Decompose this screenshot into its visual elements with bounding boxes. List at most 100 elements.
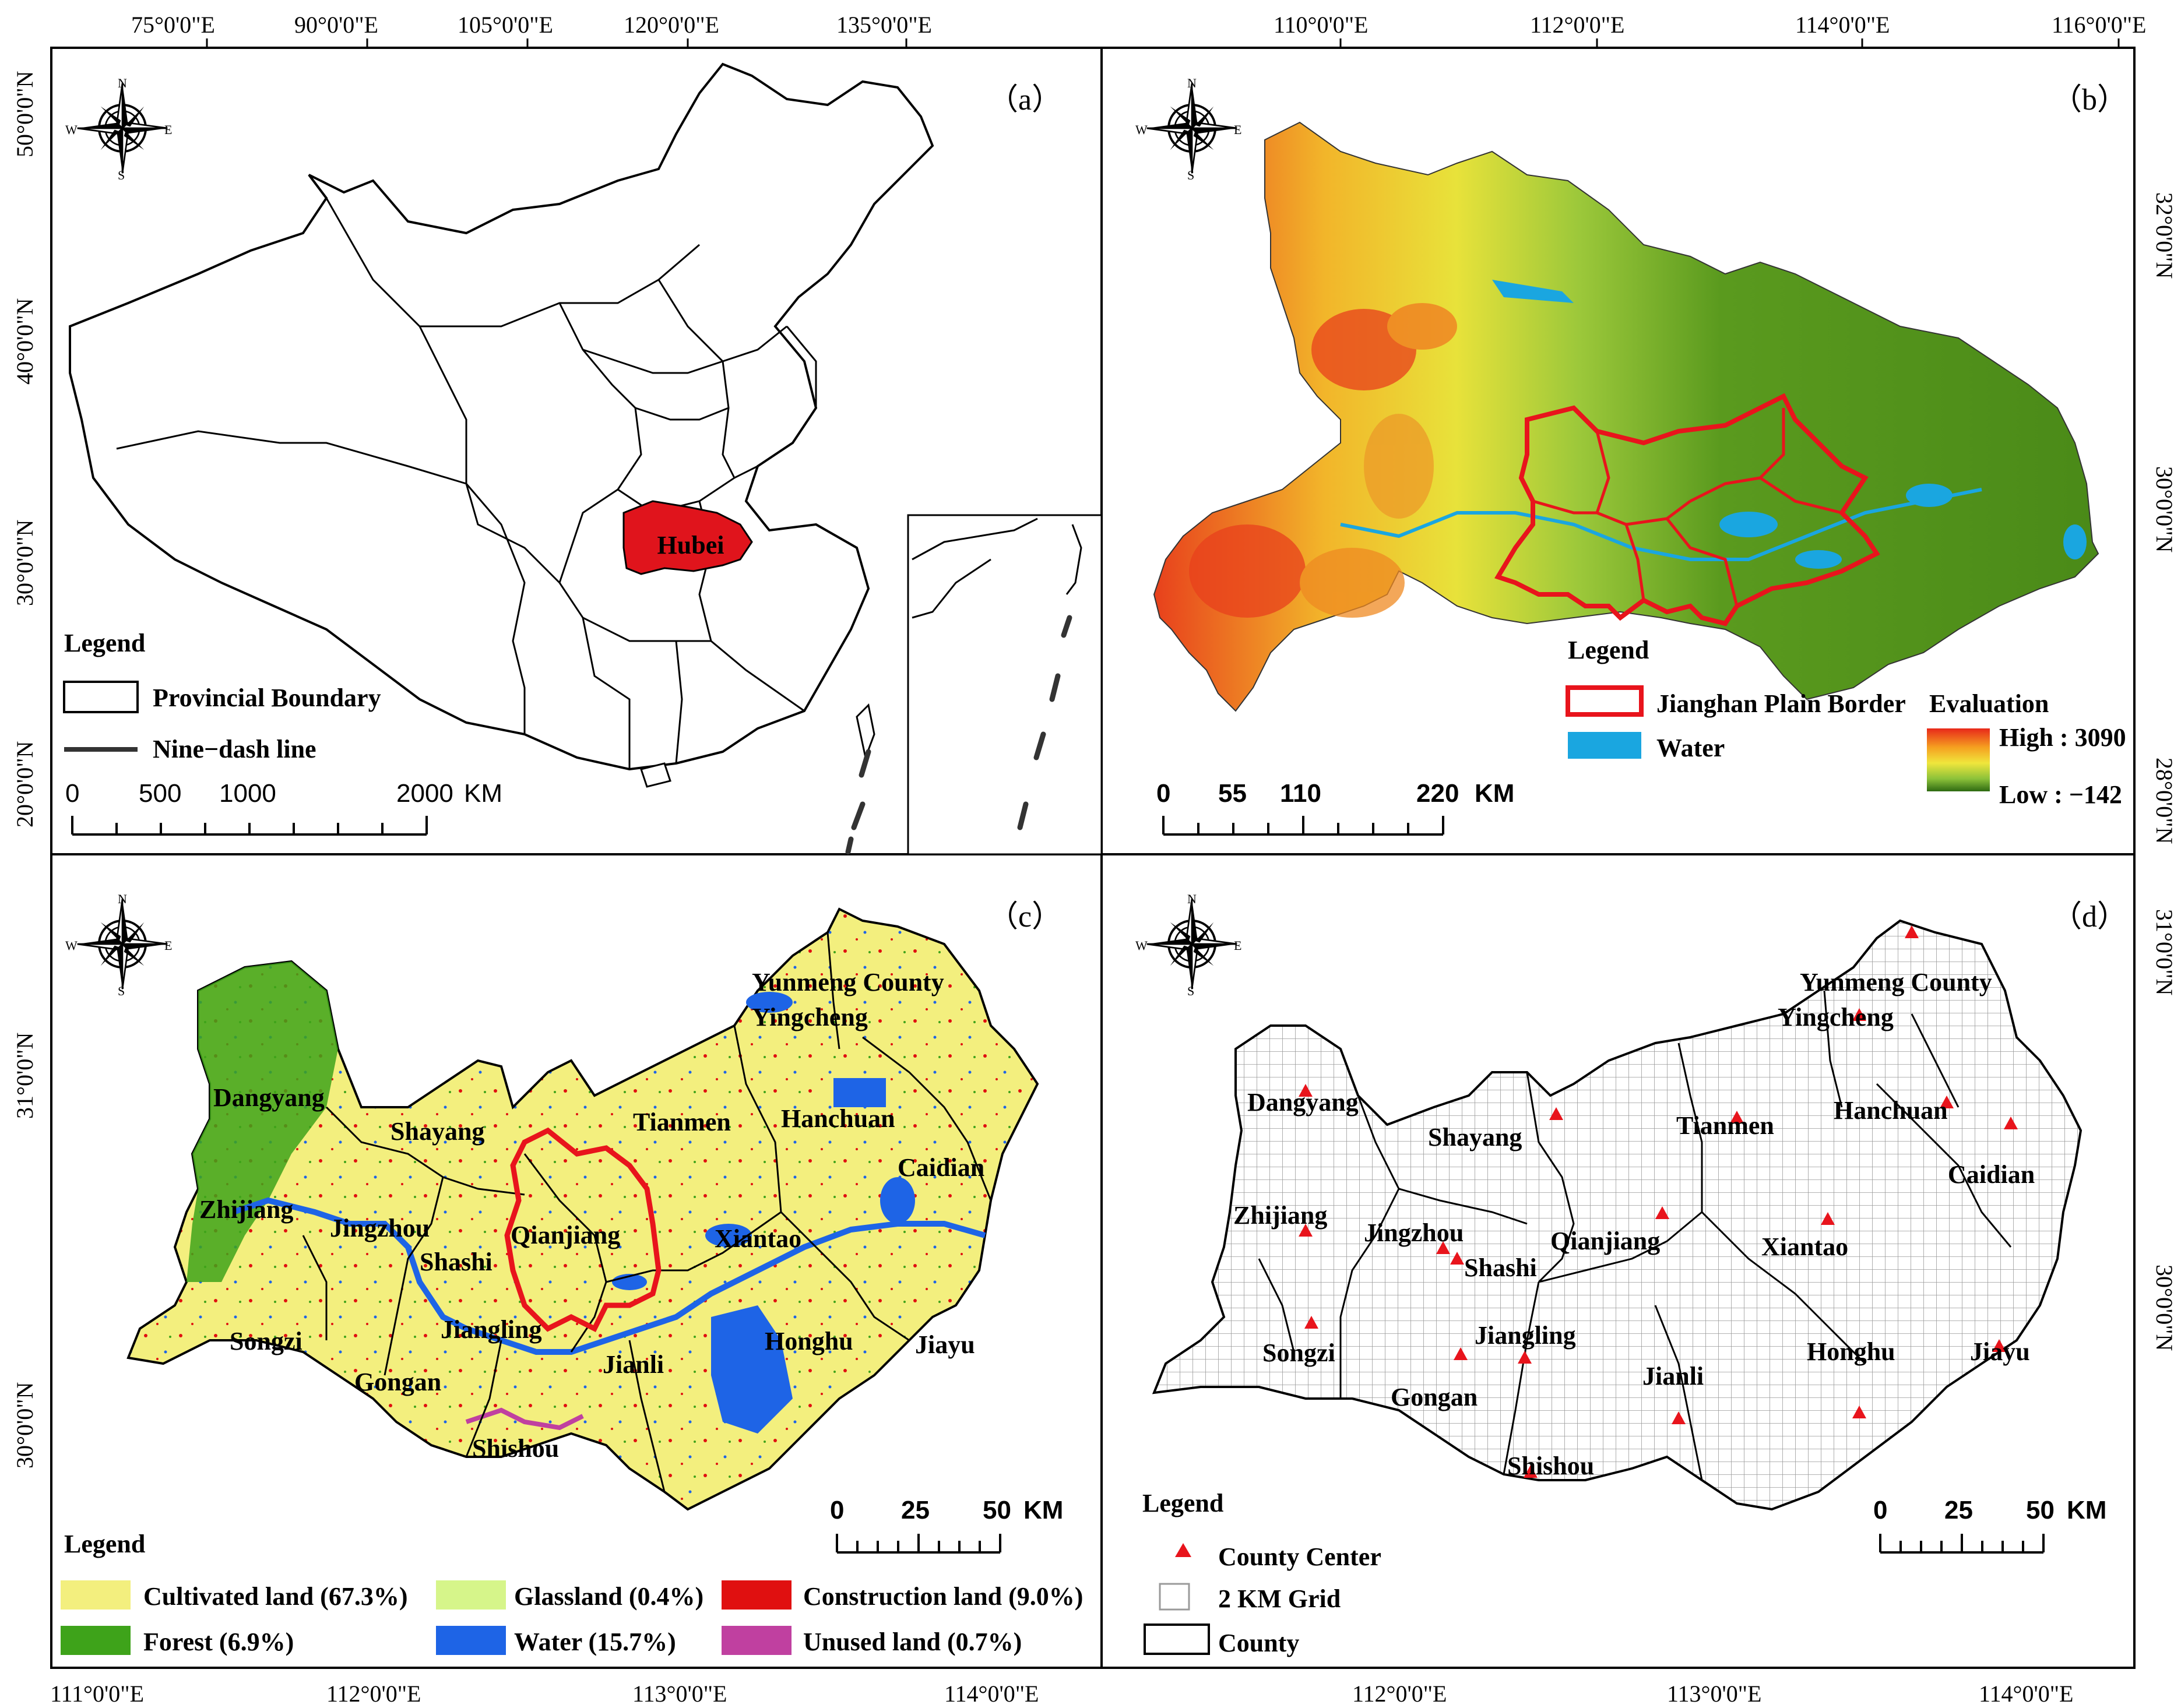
lon-tick: 90°0'0"E xyxy=(294,12,378,38)
svg-text:W: W xyxy=(1135,122,1148,137)
svg-text:2000: 2000 xyxy=(396,779,453,808)
svg-text:55: 55 xyxy=(1218,779,1247,808)
svg-text:Zhijiang: Zhijiang xyxy=(199,1195,293,1224)
svg-text:Zhijiang: Zhijiang xyxy=(1233,1201,1327,1230)
forest-swatch xyxy=(61,1626,131,1655)
svg-text:32°0'0"N: 32°0'0"N xyxy=(2151,192,2178,279)
svg-text:111°0'0"E: 111°0'0"E xyxy=(50,1681,144,1707)
svg-text:Tianmen: Tianmen xyxy=(633,1108,731,1136)
svg-text:Shishou: Shishou xyxy=(472,1434,559,1463)
svg-text:Yingcheng: Yingcheng xyxy=(1778,1003,1894,1031)
svg-text:Low : −142: Low : −142 xyxy=(1999,780,2122,809)
svg-text:Unused land (0.7%): Unused land (0.7%) xyxy=(803,1628,1022,1656)
legend-item: Nine−dash line xyxy=(153,735,316,763)
scale-bar-c: 0 25 50 KM xyxy=(830,1496,1063,1554)
county-boundaries-d xyxy=(1258,990,2012,1481)
svg-text:500: 500 xyxy=(139,779,181,808)
county-labels-d: Yunmeng County Yingcheng Dangyang Tianme… xyxy=(1233,968,2035,1480)
svg-text:Shishou: Shishou xyxy=(1507,1452,1594,1480)
legend-item: Provincial Boundary xyxy=(153,684,381,712)
svg-text:S: S xyxy=(118,168,125,182)
legend-title: Legend xyxy=(64,1530,145,1558)
svg-text:Jingzhou: Jingzhou xyxy=(330,1214,430,1242)
svg-text:0: 0 xyxy=(1873,1496,1887,1524)
svg-text:Jiangling: Jiangling xyxy=(441,1315,542,1344)
svg-text:113°0'0"E: 113°0'0"E xyxy=(632,1681,727,1707)
panel-d: （d） 31°0'0"N 30°0'0"N 112°0'0"E 113°0'0"… xyxy=(1135,892,2178,1707)
svg-text:Yunmeng County: Yunmeng County xyxy=(1800,968,1992,996)
svg-text:High : 3090: High : 3090 xyxy=(1999,723,2126,752)
svg-text:0: 0 xyxy=(830,1496,844,1524)
lon-tick: 105°0'0"E xyxy=(458,12,553,38)
panel-d-lon-ticks: 112°0'0"E 113°0'0"E 114°0'0"E xyxy=(1352,1681,2073,1707)
panel-b: （b） 110°0'0"E 112°0'0"E 114°0'0"E 116°0'… xyxy=(1135,12,2178,844)
svg-text:Xiantao: Xiantao xyxy=(1761,1232,1848,1261)
hubei-dem-map xyxy=(1153,121,2099,712)
panel-c-lat-ticks: 31°0'0"N 30°0'0"N xyxy=(12,1033,38,1468)
svg-text:S: S xyxy=(118,984,125,998)
elevation-ramp xyxy=(1927,728,1990,791)
hubei-label: Hubei xyxy=(657,531,724,559)
qianjiang-border xyxy=(504,1127,662,1333)
svg-text:112°0'0"E: 112°0'0"E xyxy=(1530,12,1624,38)
svg-text:Jianghan Plain Border: Jianghan Plain Border xyxy=(1656,689,1906,718)
svg-text:25: 25 xyxy=(901,1496,930,1524)
svg-text:N: N xyxy=(1187,76,1197,90)
svg-text:Qianjiang: Qianjiang xyxy=(511,1221,620,1249)
svg-text:E: E xyxy=(1234,122,1241,137)
svg-text:Honghu: Honghu xyxy=(765,1327,853,1355)
svg-text:W: W xyxy=(65,938,78,953)
svg-text:Cultivated land (67.3%): Cultivated land (67.3%) xyxy=(143,1582,407,1611)
svg-text:S: S xyxy=(1187,168,1194,182)
svg-text:0: 0 xyxy=(65,779,79,808)
unused-swatch xyxy=(722,1626,792,1655)
svg-text:Caidian: Caidian xyxy=(1948,1160,2035,1189)
panel-a: （a） 75°0'0"E 90°0'0"E 105°0'0"E 120°0'0"… xyxy=(12,12,1103,855)
svg-text:Water: Water xyxy=(1656,734,1725,762)
legend-title: Legend xyxy=(1142,1489,1223,1517)
svg-text:30°0'0"N: 30°0'0"N xyxy=(12,1382,38,1468)
svg-text:Forest (6.9%): Forest (6.9%) xyxy=(143,1628,294,1656)
county-swatch xyxy=(1144,1624,1210,1655)
svg-text:Yingcheng: Yingcheng xyxy=(752,1003,868,1031)
svg-text:County Center: County Center xyxy=(1218,1543,1381,1571)
svg-text:Songzi: Songzi xyxy=(230,1327,302,1355)
hubei-province xyxy=(622,500,753,575)
scale-bar-d: 0 25 50 KM xyxy=(1873,1496,2106,1554)
outer-frame xyxy=(50,47,2136,1669)
legend-title: Legend xyxy=(64,629,145,657)
water-swatch xyxy=(1568,732,1641,759)
svg-text:KM: KM xyxy=(1023,1496,1063,1524)
svg-text:Shashi: Shashi xyxy=(420,1248,493,1276)
cultivated-swatch xyxy=(61,1580,131,1610)
svg-text:110: 110 xyxy=(1280,779,1321,808)
lon-tick: 75°0'0"E xyxy=(131,12,215,38)
lat-tick: 30°0'0"N xyxy=(12,520,38,606)
svg-text:Caidian: Caidian xyxy=(898,1153,984,1182)
svg-text:KM: KM xyxy=(1475,779,1514,808)
svg-text:Songzi: Songzi xyxy=(1262,1339,1335,1367)
scale-bar-b: 0 55 110 220 KM xyxy=(1156,779,1514,836)
svg-text:E: E xyxy=(164,122,172,137)
svg-text:30°0'0"N: 30°0'0"N xyxy=(2151,466,2178,552)
compass-icon xyxy=(1145,897,1239,991)
compass-icon xyxy=(76,82,169,175)
grid-map xyxy=(1152,919,2082,1511)
svg-text:114°0'0"E: 114°0'0"E xyxy=(944,1681,1039,1707)
panel-b-lat-ticks: 32°0'0"N 30°0'0"N 28°0'0"N xyxy=(2151,192,2178,844)
panel-c: （c） 31°0'0"N 30°0'0"N 111°0'0"E 112°0'0"… xyxy=(12,892,1083,1707)
svg-text:Jiangling: Jiangling xyxy=(1475,1321,1576,1350)
svg-text:0: 0 xyxy=(1156,779,1170,808)
svg-text:116°0'0"E: 116°0'0"E xyxy=(2052,12,2146,38)
svg-text:KM: KM xyxy=(464,779,502,808)
south-china-sea-inset xyxy=(907,514,1103,855)
svg-text:County: County xyxy=(1218,1629,1299,1657)
svg-text:110°0'0"E: 110°0'0"E xyxy=(1274,12,1368,38)
svg-text:Xiantao: Xiantao xyxy=(715,1224,801,1253)
panel-a-label: （a） xyxy=(988,83,1062,117)
county-boundaries xyxy=(302,932,992,1492)
land-use-map xyxy=(126,907,1039,1511)
county-labels-c: Yunmeng County Yingcheng Dangyang Tianme… xyxy=(199,968,984,1463)
svg-text:Dangyang: Dangyang xyxy=(213,1083,325,1112)
